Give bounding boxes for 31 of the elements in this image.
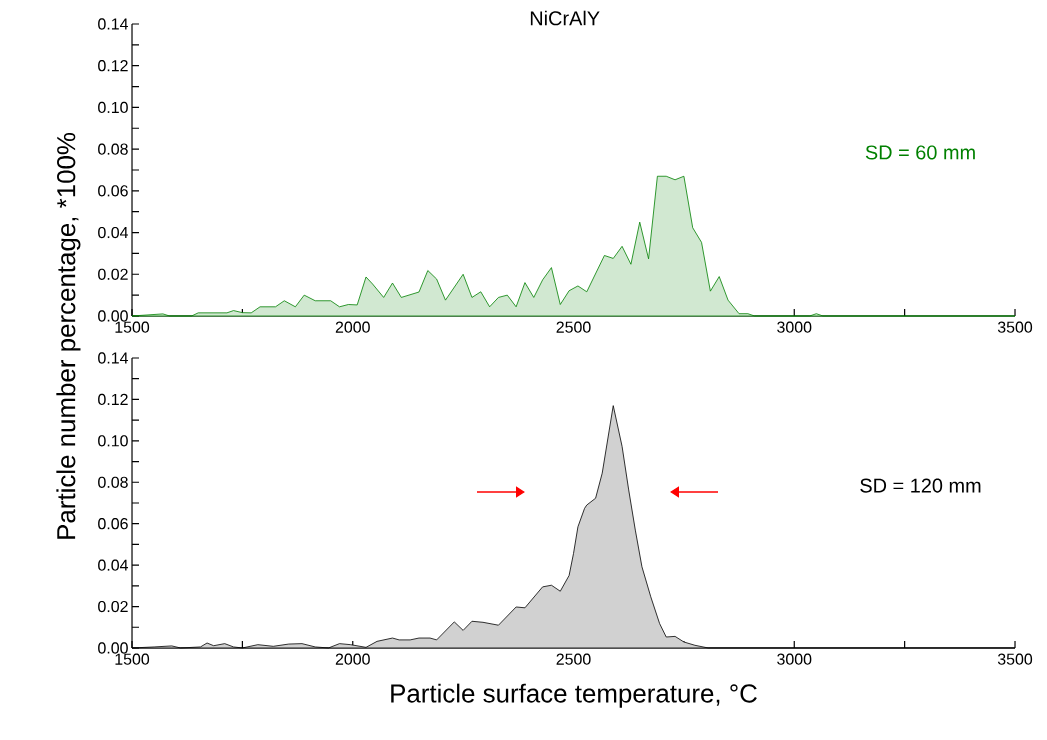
- x-axis-title: Particle surface temperature, °C: [391, 683, 757, 708]
- y-tick-label: 0.02: [98, 600, 128, 613]
- y-tick-label: 0.00: [98, 642, 128, 654]
- text: SD = 60 mm: [865, 145, 975, 160]
- y-tick-label: 0.00: [98, 310, 128, 322]
- y-tick-label: 0.14: [98, 352, 129, 364]
- y-tick-label: 0.14: [98, 18, 129, 30]
- x-tick-label: 2500: [556, 321, 591, 333]
- x-tick-label: 3500: [997, 321, 1033, 333]
- y-tick-label: 0.08: [98, 476, 128, 488]
- text: SD = 120 mm: [860, 478, 981, 493]
- y-tick-label: 0.12: [98, 393, 128, 406]
- x-tick-label: 3500: [997, 653, 1033, 665]
- y-tick-label: 0.06: [98, 518, 128, 530]
- y-tick-label: 0.02: [98, 268, 128, 280]
- x-tick-label: 3000: [777, 653, 812, 665]
- x-tick-label: 2000: [335, 321, 370, 333]
- x-tick-label: 1500: [115, 321, 150, 333]
- x-tick-label: 2500: [556, 653, 591, 665]
- y-tick-label: 0.06: [98, 185, 128, 197]
- x-tick-label: 3000: [777, 321, 812, 333]
- y-tick-label: 0.10: [98, 101, 128, 114]
- y-tick-label: 0.04: [98, 559, 129, 571]
- y-tick-label: 0.10: [98, 435, 128, 447]
- chart-title: NiCrAlY: [530, 10, 600, 26]
- y-tick-label: 0.08: [98, 143, 128, 155]
- x-tick-label: 2000: [335, 653, 370, 665]
- y-axis-title: Particle number percentage, *100%: [56, 132, 81, 539]
- x-tick-label: 1500: [115, 653, 150, 665]
- y-tick-label: 0.04: [98, 226, 129, 239]
- y-tick-label: 0.12: [98, 60, 128, 72]
